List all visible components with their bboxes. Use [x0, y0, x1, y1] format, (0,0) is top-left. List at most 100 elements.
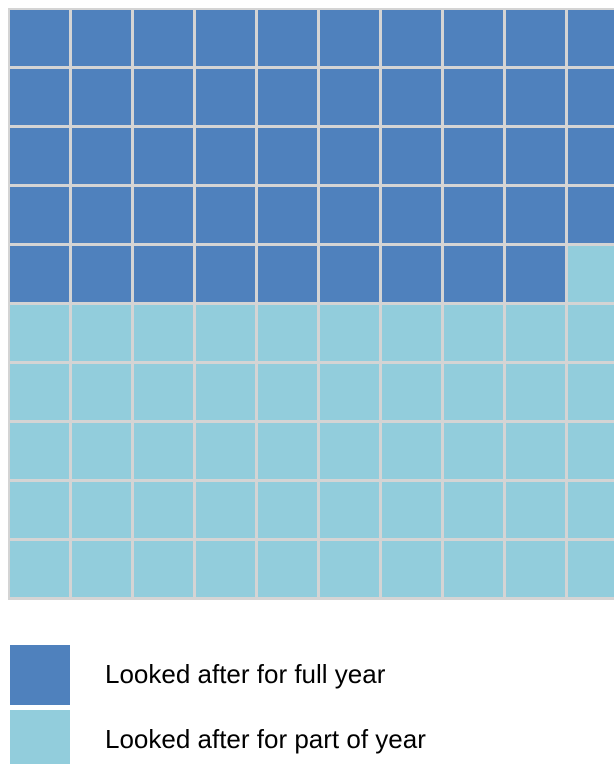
waffle-cell: [134, 69, 193, 125]
waffle-cell: [444, 187, 503, 243]
waffle-cell: [506, 128, 565, 184]
waffle-cell: [568, 423, 614, 479]
waffle-cell: [320, 423, 379, 479]
waffle-cell: [196, 246, 255, 302]
waffle-cell: [506, 10, 565, 66]
waffle-cell: [320, 482, 379, 538]
waffle-cell: [568, 69, 614, 125]
waffle-cell: [568, 364, 614, 420]
waffle-cell: [258, 541, 317, 597]
waffle-cell: [568, 10, 614, 66]
waffle-cell: [258, 128, 317, 184]
waffle-cell: [568, 128, 614, 184]
waffle-cell: [506, 69, 565, 125]
waffle-cell: [196, 541, 255, 597]
waffle-cell: [196, 423, 255, 479]
waffle-cell: [10, 187, 69, 243]
waffle-cell: [10, 364, 69, 420]
waffle-cell: [320, 305, 379, 361]
legend-swatch: [10, 645, 70, 705]
waffle-cell: [444, 482, 503, 538]
waffle-cell: [72, 10, 131, 66]
waffle-cell: [568, 246, 614, 302]
waffle-cell: [382, 128, 441, 184]
waffle-cell: [382, 482, 441, 538]
waffle-cell: [134, 305, 193, 361]
waffle-cell: [196, 187, 255, 243]
waffle-cell: [444, 423, 503, 479]
waffle-cell: [506, 187, 565, 243]
waffle-cell: [320, 364, 379, 420]
waffle-cell: [134, 246, 193, 302]
waffle-cell: [258, 364, 317, 420]
waffle-cell: [10, 482, 69, 538]
waffle-cell: [72, 305, 131, 361]
waffle-cell: [134, 423, 193, 479]
waffle-cell: [258, 423, 317, 479]
waffle-cell: [10, 423, 69, 479]
waffle-cell: [258, 69, 317, 125]
waffle-cell: [196, 364, 255, 420]
waffle-cell: [568, 541, 614, 597]
waffle-cell: [444, 128, 503, 184]
waffle-cell: [320, 69, 379, 125]
waffle-cell: [196, 305, 255, 361]
waffle-cell: [506, 423, 565, 479]
waffle-cell: [382, 423, 441, 479]
waffle-cell: [444, 246, 503, 302]
waffle-cell: [10, 246, 69, 302]
waffle-cell: [506, 482, 565, 538]
waffle-cell: [320, 10, 379, 66]
waffle-cell: [506, 246, 565, 302]
waffle-cell: [320, 246, 379, 302]
waffle-cell: [568, 305, 614, 361]
waffle-cell: [10, 10, 69, 66]
waffle-cell: [444, 305, 503, 361]
waffle-cell: [444, 364, 503, 420]
waffle-cell: [258, 246, 317, 302]
waffle-cell: [258, 482, 317, 538]
waffle-cell: [134, 541, 193, 597]
waffle-cell: [382, 187, 441, 243]
legend-swatch: [10, 710, 70, 764]
legend-label: Looked after for full year: [105, 659, 386, 689]
waffle-cell: [196, 10, 255, 66]
waffle-cell: [382, 246, 441, 302]
waffle-cell: [568, 187, 614, 243]
waffle-cell: [196, 69, 255, 125]
waffle-cell: [134, 128, 193, 184]
waffle-cell: [382, 69, 441, 125]
waffle-cell: [72, 364, 131, 420]
waffle-cell: [258, 305, 317, 361]
waffle-cell: [134, 364, 193, 420]
waffle-cell: [506, 541, 565, 597]
waffle-cell: [72, 69, 131, 125]
waffle-cell: [72, 246, 131, 302]
legend-label: Looked after for part of year: [105, 724, 426, 754]
waffle-cell: [382, 541, 441, 597]
waffle-cell: [444, 541, 503, 597]
waffle-cell: [444, 10, 503, 66]
waffle-cell: [320, 187, 379, 243]
waffle-cell: [10, 128, 69, 184]
waffle-cell: [134, 482, 193, 538]
waffle-cell: [72, 187, 131, 243]
waffle-cell: [382, 364, 441, 420]
waffle-cell: [10, 541, 69, 597]
waffle-cell: [72, 482, 131, 538]
waffle-cell: [134, 10, 193, 66]
waffle-cell: [320, 541, 379, 597]
waffle-cell: [10, 69, 69, 125]
waffle-cell: [196, 482, 255, 538]
waffle-cell: [72, 128, 131, 184]
waffle-cell: [506, 305, 565, 361]
waffle-cell: [320, 128, 379, 184]
waffle-cell: [506, 364, 565, 420]
waffle-cell: [72, 541, 131, 597]
waffle-cell: [134, 187, 193, 243]
waffle-cell: [382, 305, 441, 361]
waffle-cell: [258, 187, 317, 243]
waffle-cell: [444, 69, 503, 125]
